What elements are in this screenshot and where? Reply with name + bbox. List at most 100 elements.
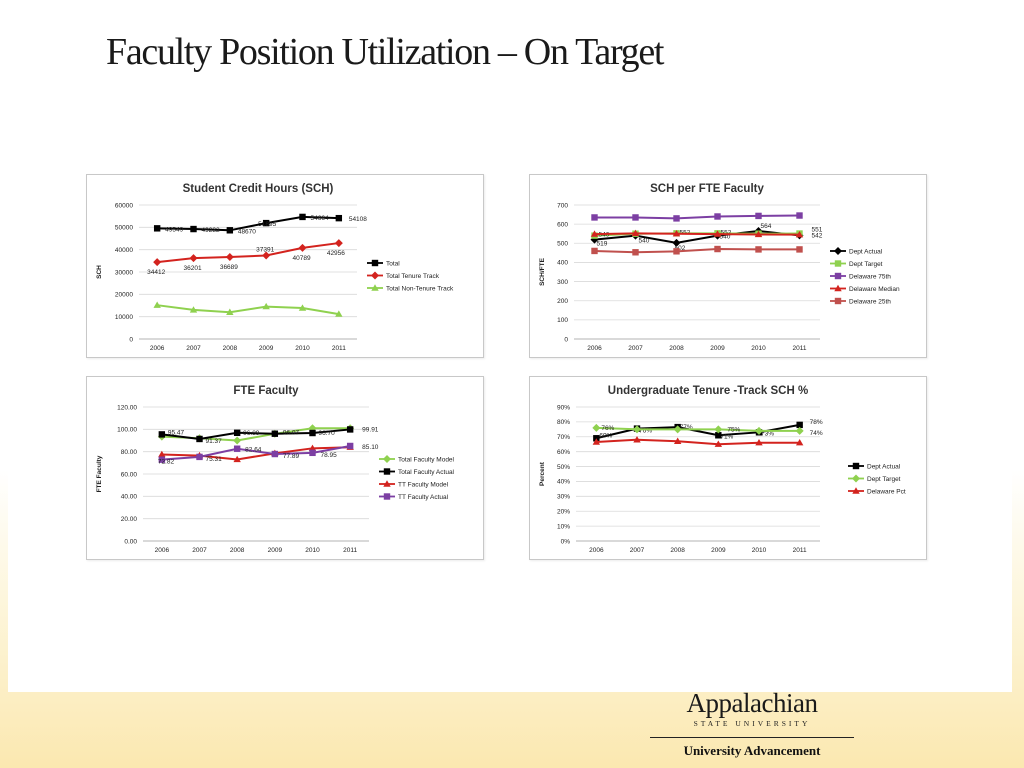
sch-fte-data-label: 564 — [761, 223, 772, 230]
sch-data-label: 40789 — [293, 255, 311, 262]
sch-data-point — [226, 227, 234, 234]
sch-legend-label: Total Non-Tenure Track — [386, 285, 454, 292]
ug-tt-data-label: 76% — [639, 428, 652, 435]
ug-tt-x-tick-label: 2006 — [589, 547, 604, 554]
sch-data-point — [225, 253, 234, 262]
ug-tt-y-tick-label: 80% — [557, 419, 570, 426]
sch-data-label: 49232 — [202, 227, 220, 234]
ug-tt-data-point — [755, 426, 763, 435]
sch-fte-legend-label: Dept Actual — [849, 248, 883, 255]
university-logo: Appalachian STATE UNIVERSITY University … — [650, 688, 854, 759]
sch-data-point — [262, 302, 270, 310]
sch-fte-x-tick-label: 2007 — [628, 345, 643, 352]
sch-fte-x-tick-label: 2006 — [587, 345, 602, 352]
ug-tt-series-line — [596, 426, 800, 432]
sch-fte-x-tick-label: 2009 — [710, 345, 725, 352]
sch-fte-data-point — [714, 245, 721, 253]
fte-data-label: 91.37 — [206, 438, 223, 445]
fte-y-tick-label: 60.00 — [121, 471, 138, 478]
chart-student-credit-hours: Student Credit Hours (SCH) 0 10000 20000 300… — [86, 174, 484, 358]
fte-legend-marker — [383, 468, 391, 475]
ug-tt-data-point — [795, 439, 804, 446]
sch-fte-series-line — [594, 232, 800, 236]
sch-fte-y-tick-label: 200 — [557, 298, 568, 305]
sch-fte-y-tick-label: 400 — [557, 260, 568, 267]
ug-tt-legend-marker — [852, 474, 860, 483]
sch-fte-data-label: 540 — [599, 232, 610, 239]
sch-fte-x-tick-label: 2010 — [751, 345, 766, 352]
sch-x-tick-label: 2011 — [332, 345, 346, 352]
sch-y-tick-label: 0 — [129, 336, 133, 343]
fte-y-tick-label: 80.00 — [121, 449, 138, 456]
ug-tt-svg: Undergraduate Tenure -Track SCH % 0% 10% 20… — [539, 385, 906, 554]
sch-fte-series-line — [594, 214, 800, 220]
sch-data-label: 54664 — [311, 215, 329, 222]
ug-tt-data-label: 74% — [810, 430, 823, 437]
sch-fte-x-tick-label: 2011 — [793, 345, 807, 352]
fte-x-tick-label: 2011 — [343, 547, 357, 554]
sch-data-point — [298, 304, 307, 311]
ug-tt-x-tick-label: 2009 — [711, 547, 726, 554]
ug-tt-legend-label: Delaware Pct — [867, 488, 906, 495]
logo-wordmark: Appalachian — [686, 688, 818, 718]
sch-fte-y-tick-label: 700 — [557, 202, 568, 209]
ug-tt-x-tick-label: 2007 — [630, 547, 645, 554]
fte-title: FTE Faculty — [233, 385, 299, 397]
ug-tt-x-tick-label: 2010 — [752, 547, 767, 554]
fte-y-tick-label: 40.00 — [121, 494, 138, 501]
sch-data-point — [153, 258, 162, 267]
fte-y-tick-label: 20.00 — [121, 516, 138, 523]
fte-data-label: 96.89 — [243, 430, 260, 437]
sch-fte-data-label: 551 — [812, 227, 823, 234]
sch-fte-legend-marker — [834, 297, 842, 305]
sch-fte-y-tick-label: 100 — [557, 317, 568, 324]
sch-fte-series-line — [594, 248, 800, 254]
ug-tt-data-label: 69% — [599, 432, 612, 439]
ug-tt-data-point — [715, 432, 722, 439]
fte-data-label: 96.70 — [319, 430, 336, 437]
ug-tt-legend-marker — [852, 487, 860, 494]
sch-data-point — [262, 251, 271, 260]
sch-fte-legend-marker — [834, 284, 842, 292]
sch-fte-y-tick-label: 0 — [564, 336, 568, 343]
fte-data-point — [196, 453, 203, 461]
sch-y-tick-label: 50000 — [115, 225, 133, 232]
sch-data-point — [153, 301, 161, 308]
sch-y-tick-label: 40000 — [115, 247, 133, 254]
ug-tt-data-point — [673, 425, 682, 434]
department-name: University Advancement — [683, 743, 821, 758]
sch-fte-data-point — [632, 249, 639, 256]
fte-legend-label: Total Faculty Actual — [398, 469, 455, 476]
ug-tt-data-label: 76% — [601, 425, 614, 432]
fte-x-tick-label: 2008 — [230, 547, 245, 554]
fte-legend-marker — [383, 493, 391, 500]
sch-legend-marker — [371, 271, 379, 280]
sch-fte-data-label: 552 — [721, 229, 732, 236]
fte-data-point — [308, 444, 317, 452]
sch-y-axis-label: SCH — [96, 265, 103, 279]
ug-tt-data-label: 78% — [810, 419, 823, 426]
sch-data-label: 34412 — [147, 269, 165, 276]
chart-undergraduate-tt-sch: Undergraduate Tenure -Track SCH % 0% 10% 20… — [529, 376, 927, 560]
fte-y-axis-label: FTE Faculty — [96, 455, 103, 492]
sch-fte-data-point — [754, 230, 763, 238]
sch-fte-legend-label: Delaware 75th — [849, 273, 891, 280]
sch-series-line — [157, 215, 339, 232]
sch-y-tick-label: 10000 — [115, 314, 133, 321]
ug-tt-title: Undergraduate Tenure -Track SCH % — [608, 385, 808, 397]
sch-data-label: 37391 — [256, 246, 274, 253]
ug-tt-y-tick-label: 40% — [557, 479, 570, 486]
fte-data-point — [158, 450, 166, 458]
ug-tt-data-point — [592, 438, 601, 445]
sch-series-line — [157, 242, 339, 264]
chart-sch-per-fte: SCH per FTE Faculty 0 100 200 300 400 500 600 70… — [529, 174, 927, 358]
sch-fte-data-point — [632, 214, 639, 221]
fte-x-tick-label: 2009 — [268, 547, 283, 554]
ug-tt-legend-marker — [852, 462, 860, 470]
sch-data-point — [298, 243, 307, 252]
sch-data-label: 36689 — [220, 264, 238, 271]
sch-data-label: 51895 — [258, 221, 276, 228]
ug-tt-data-label: 73% — [761, 430, 774, 437]
fte-y-tick-label: 120.00 — [117, 404, 137, 411]
logo-divider — [650, 737, 854, 738]
